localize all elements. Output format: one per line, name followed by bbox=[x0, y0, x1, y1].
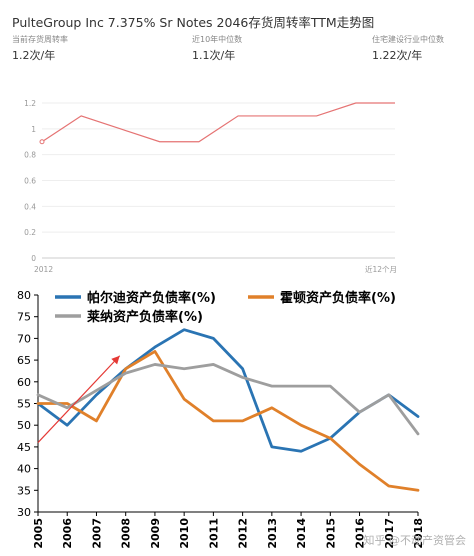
data-point bbox=[39, 139, 45, 145]
x-tick-label: 2005 bbox=[32, 518, 45, 549]
y-tick-label: 30 bbox=[17, 506, 31, 519]
series-line-2 bbox=[36, 350, 420, 492]
x-tick-label: 2012 bbox=[237, 518, 250, 549]
annotation-arrow-line bbox=[37, 355, 121, 443]
series-line-3 bbox=[36, 363, 420, 436]
y-tick-label: 0.8 bbox=[24, 151, 36, 160]
legend-label-2: 霍顿资产负债率(%) bbox=[280, 290, 396, 306]
stat-industry-label: 住宅建设行业中位数 bbox=[372, 35, 444, 44]
y-tick-label: 40 bbox=[17, 463, 31, 476]
debt-ratio-chart: 30 35 40 45 50 55 60 65 70 75 80 2005 2006 2007 2008 20… bbox=[17, 289, 467, 549]
x-tick-label: 2018 bbox=[412, 518, 425, 549]
y-tick-label: 0.4 bbox=[24, 202, 36, 211]
y-tick-label: 0.2 bbox=[24, 228, 36, 237]
debt-ratio-chart-panel: 30 35 40 45 50 55 60 65 70 75 80 2005 2006 2007 2008 20… bbox=[0, 282, 474, 556]
y-tick-label: 1.2 bbox=[24, 99, 36, 108]
x-tick-label: 2014 bbox=[295, 518, 308, 549]
x-tick-label: 2016 bbox=[354, 518, 367, 549]
watermark-text: 知乎 @不动产资管会 bbox=[364, 533, 467, 547]
x-tick-label: 2010 bbox=[178, 518, 191, 549]
y-tick-label: 80 bbox=[17, 289, 31, 302]
x-tick-label: 2015 bbox=[324, 518, 337, 549]
y-tick-label: 0 bbox=[31, 254, 36, 263]
y-tick-label: 75 bbox=[17, 311, 31, 324]
turnover-series-line bbox=[41, 102, 395, 143]
x-tick-label: 2017 bbox=[383, 518, 396, 549]
stat-industry-value: 1.22次/年 bbox=[372, 49, 423, 62]
y-tick-label: 1 bbox=[31, 125, 36, 134]
turnover-chart: 0 0.2 0.4 0.6 0.8 1 1.2 2012 近12个月 bbox=[24, 99, 397, 274]
x-tick-label: 2013 bbox=[266, 518, 279, 549]
stat-current-label: 当前存货周转率 bbox=[12, 35, 68, 44]
y-tick-label: 60 bbox=[17, 376, 31, 389]
legend-label-1: 帕尔迪资产负债率(%) bbox=[87, 290, 216, 306]
x-tick-label: 2012 bbox=[34, 265, 53, 274]
y-tick-label: 65 bbox=[17, 354, 31, 367]
x-tick-label: 2008 bbox=[120, 518, 133, 549]
stat-median-label: 近10年中位数 bbox=[192, 35, 243, 44]
x-tick-label: 2011 bbox=[207, 518, 220, 549]
y-tick-label: 70 bbox=[17, 332, 31, 345]
y-tick-label: 0.6 bbox=[24, 177, 36, 186]
x-tick-label: 近12个月 bbox=[365, 264, 397, 274]
top-panel: PulteGroup Inc 7.375% Sr Notes 2046存货周转率… bbox=[12, 15, 444, 274]
legend-label-3: 莱纳资产负债率(%) bbox=[87, 309, 203, 325]
x-tick-label: 2007 bbox=[90, 518, 103, 549]
y-tick-label: 35 bbox=[17, 484, 31, 497]
x-tick-label: 2009 bbox=[149, 518, 162, 549]
y-tick-label: 55 bbox=[17, 398, 31, 411]
stat-current-value: 1.2次/年 bbox=[12, 49, 56, 62]
chart-title: PulteGroup Inc 7.375% Sr Notes 2046存货周转率… bbox=[12, 15, 375, 30]
y-tick-label: 50 bbox=[17, 419, 31, 432]
y-tick-label: 45 bbox=[17, 441, 31, 454]
series-line-1 bbox=[36, 328, 420, 453]
x-tick-label: 2006 bbox=[61, 518, 74, 549]
annotation-arrow-head bbox=[111, 355, 120, 365]
stat-median-value: 1.1次/年 bbox=[192, 49, 236, 62]
